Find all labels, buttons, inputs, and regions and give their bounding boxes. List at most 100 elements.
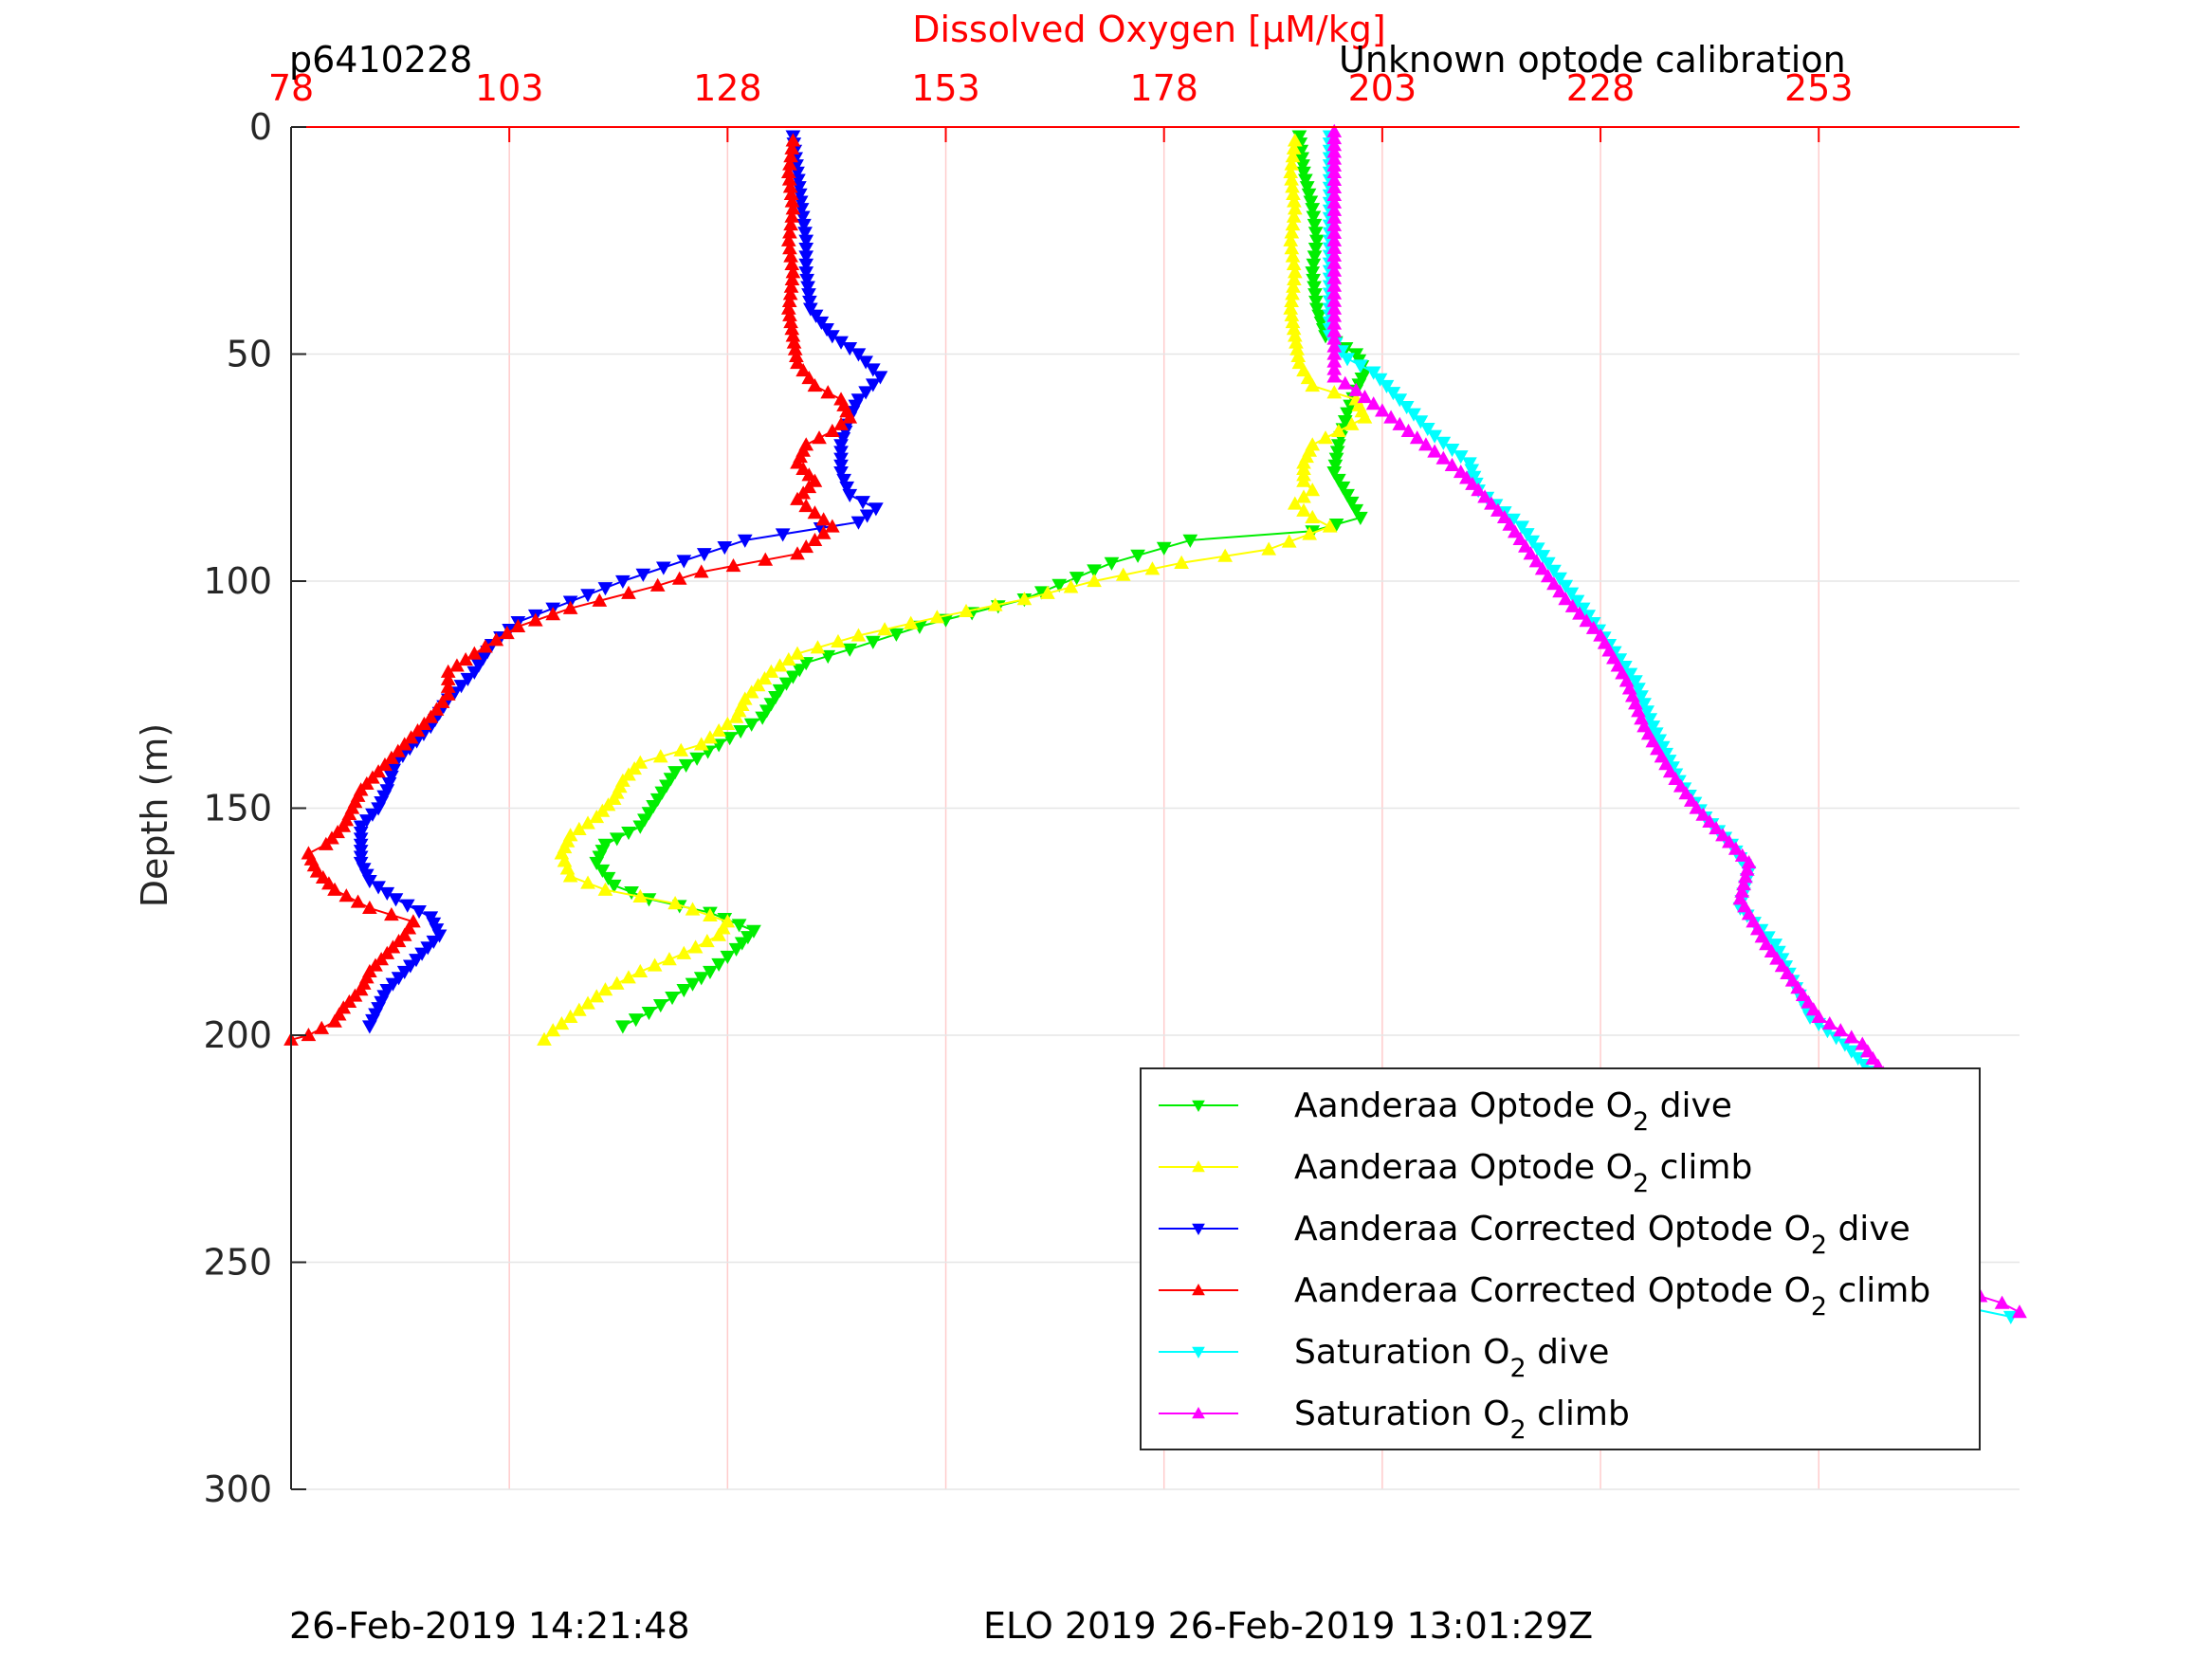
data-point	[434, 694, 450, 708]
data-point	[391, 933, 407, 948]
data-point	[1795, 987, 1811, 1001]
data-point	[1413, 415, 1429, 429]
data-point	[819, 323, 834, 337]
data-point	[458, 651, 473, 666]
data-point	[571, 821, 587, 835]
data-point	[731, 919, 747, 933]
data-point	[1296, 473, 1311, 487]
data-point	[1784, 973, 1801, 987]
data-point	[594, 864, 611, 878]
data-point	[580, 815, 595, 830]
data-point	[637, 813, 652, 828]
data-point	[929, 610, 945, 624]
data-point	[1308, 234, 1325, 248]
data-point	[1365, 396, 1381, 410]
data-point	[1296, 166, 1311, 180]
data-point	[385, 939, 401, 954]
data-point	[676, 984, 692, 998]
data-point	[1308, 302, 1325, 317]
calibration-note: Unknown optode calibration	[1339, 39, 1846, 81]
data-point	[858, 386, 873, 400]
data-point	[488, 632, 504, 647]
data-point	[711, 927, 726, 941]
data-point	[1512, 531, 1528, 546]
data-point	[1302, 526, 1318, 540]
legend-entry: Saturation O2 dive	[1159, 1333, 1609, 1383]
data-point	[655, 561, 671, 575]
data-point	[808, 309, 824, 323]
data-point	[347, 988, 363, 1002]
data-point	[1326, 369, 1343, 383]
data-point	[1648, 727, 1664, 741]
data-point	[797, 227, 813, 241]
data-point	[381, 777, 397, 792]
data-point	[833, 439, 849, 453]
data-point	[799, 273, 814, 287]
data-point	[1051, 578, 1068, 592]
data-point	[865, 363, 881, 377]
data-point	[647, 957, 663, 972]
data-point	[700, 933, 715, 948]
data-point	[1859, 1044, 1875, 1058]
data-point	[362, 1020, 377, 1034]
data-point	[1722, 834, 1737, 848]
data-point	[597, 982, 613, 996]
legend-label-suffix: climb	[1827, 1271, 1930, 1310]
y-tick-label: 50	[227, 334, 272, 375]
data-point	[1406, 408, 1421, 422]
data-point	[1427, 429, 1442, 444]
data-point	[324, 830, 339, 845]
data-point	[1477, 489, 1492, 503]
x-tick-label: 128	[693, 67, 762, 109]
legend-entry: Aanderaa Corrected Optode O2 dive	[1159, 1210, 1910, 1260]
data-point	[371, 764, 386, 778]
data-point	[2012, 1304, 2027, 1319]
data-point	[1865, 1050, 1881, 1066]
data-point	[1299, 181, 1315, 195]
data-point	[665, 991, 680, 1006]
data-point	[621, 767, 636, 781]
data-point	[1462, 457, 1477, 471]
data-point	[1534, 561, 1550, 575]
data-point	[798, 657, 814, 671]
data-point	[693, 564, 709, 578]
data-point	[743, 684, 759, 699]
data-point	[667, 766, 683, 780]
data-point	[632, 963, 649, 978]
y-tick-label: 0	[249, 106, 272, 148]
data-point	[987, 597, 1003, 611]
data-point	[621, 970, 636, 984]
data-point	[833, 416, 849, 430]
data-point	[1330, 439, 1346, 453]
data-point	[1353, 359, 1368, 374]
data-point	[1298, 173, 1313, 188]
data-point	[1328, 452, 1344, 466]
legend-label-suffix: dive	[1526, 1333, 1610, 1372]
data-point	[1392, 393, 1408, 408]
data-point	[1529, 542, 1545, 556]
data-point	[667, 896, 683, 910]
data-point	[600, 797, 616, 811]
data-point	[1308, 295, 1324, 309]
data-point	[815, 512, 832, 526]
legend-label-subscript: 2	[1811, 1231, 1827, 1260]
data-point	[537, 1031, 552, 1046]
data-point	[1305, 509, 1321, 524]
legend-label-suffix: climb	[1526, 1395, 1630, 1433]
data-point	[1418, 437, 1434, 451]
data-point	[384, 770, 399, 784]
data-point	[720, 716, 736, 730]
data-point	[500, 626, 515, 640]
data-point	[833, 452, 849, 466]
data-point	[1104, 556, 1120, 571]
data-point	[678, 758, 694, 774]
data-point	[1130, 549, 1145, 563]
data-point	[850, 628, 867, 642]
data-point	[859, 509, 875, 523]
data-point	[1444, 443, 1460, 458]
legend-label: Aanderaa Optode O2 climb	[1294, 1148, 1752, 1198]
data-point	[1994, 1295, 2010, 1309]
legend-entry: Aanderaa Optode O2 climb	[1159, 1148, 1752, 1198]
data-point	[1490, 502, 1506, 517]
data-point	[1305, 483, 1321, 497]
